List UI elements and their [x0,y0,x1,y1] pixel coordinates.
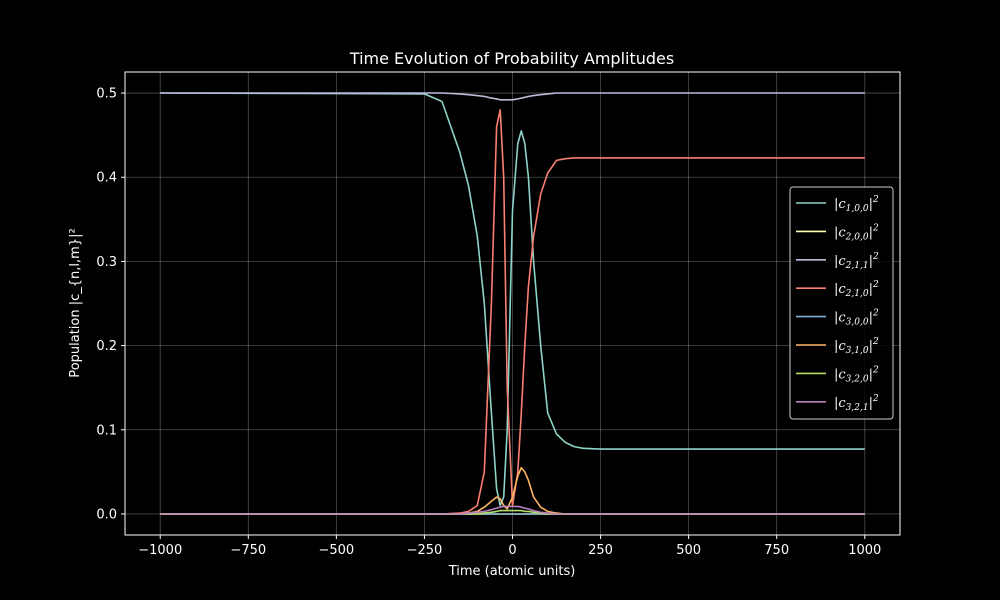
x-tick-label: 1000 [848,543,881,558]
x-tick-label: 0 [508,543,516,558]
y-axis-ticks: 0.0 0.1 0.2 0.3 0.4 0.5 [96,87,125,522]
x-tick-label: 500 [676,543,701,558]
legend-label: |c3,0,0|2 [834,309,879,328]
legend-entry: |c3,2,0|2 [796,365,879,384]
legend-entry: |c3,1,0|2 [796,337,879,356]
series-line-3-2-1 [160,505,865,515]
legend-entry: |c1,0,0|2 [796,195,879,214]
y-tick-label: 0.4 [96,171,117,186]
x-tick-label: −1000 [138,543,182,558]
legend-entry: |c3,0,0|2 [796,309,879,328]
legend: |c1,0,0|2 |c2,0,0|2 |c2,1,1|2 |c2,1,0|2 |c3,… [789,186,894,420]
y-tick-label: 0.2 [96,339,117,354]
y-tick-label: 0.0 [96,507,117,522]
series-lines [160,92,865,515]
chart-title: Time Evolution of Probability Amplitudes [349,49,674,68]
x-tick-label: 250 [588,543,613,558]
legend-box [789,186,894,420]
legend-entry: |c2,1,1|2 [796,252,879,271]
legend-entry: |c2,0,0|2 [796,223,879,242]
y-tick-label: 0.1 [96,423,117,438]
legend-label: |c2,0,0|2 [834,223,879,242]
x-tick-label: −750 [230,543,266,558]
legend-label: |c3,2,1|2 [834,394,879,413]
legend-label: |c2,1,0|2 [834,280,879,299]
legend-label: |c1,0,0|2 [834,195,879,214]
y-tick-label: 0.5 [96,87,117,102]
legend-label: |c3,1,0|2 [834,337,879,356]
x-tick-label: 750 [764,543,789,558]
x-axis-ticks: −1000 −750 −500 −250 0 250 500 750 1000 [138,535,881,558]
x-tick-label: −250 [407,543,443,558]
legend-entry: |c3,2,1|2 [796,394,879,413]
y-axis-label: Population |c_{n,l,m}|² [68,228,83,377]
x-axis-label: Time (atomic units) [448,564,576,579]
legend-label: |c2,1,1|2 [834,252,879,271]
series-line-1-0-0 [160,92,865,507]
series-line-2-1-1 [160,92,865,101]
legend-label: |c3,2,0|2 [834,365,879,384]
y-tick-label: 0.3 [96,255,117,270]
x-tick-label: −500 [319,543,355,558]
legend-entry: |c2,1,0|2 [796,280,879,299]
